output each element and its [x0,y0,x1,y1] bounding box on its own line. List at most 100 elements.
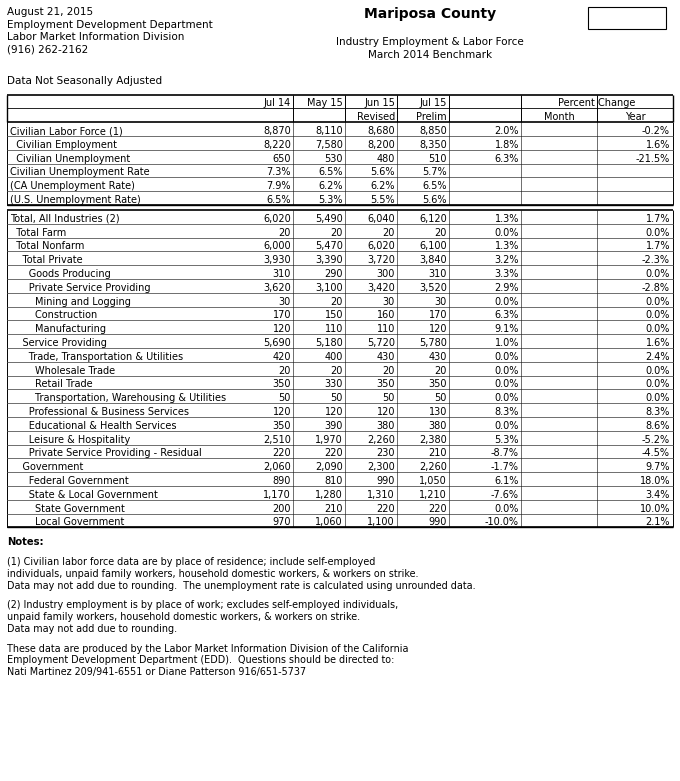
Text: 6,020: 6,020 [263,214,291,224]
Text: 220: 220 [324,448,343,458]
Text: 6,100: 6,100 [420,241,447,251]
Text: 1,310: 1,310 [367,490,395,500]
Text: 2,260: 2,260 [367,434,395,444]
Text: 20: 20 [435,366,447,376]
Text: -2.3%: -2.3% [642,255,670,266]
Text: Private Service Providing: Private Service Providing [10,283,150,293]
Text: Notes:: Notes: [7,537,44,547]
Text: Civilian Unemployment Rate: Civilian Unemployment Rate [10,167,150,177]
Text: Manufacturing: Manufacturing [10,324,106,334]
Text: 3,720: 3,720 [367,255,395,266]
Text: 210: 210 [428,448,447,458]
Text: 120: 120 [377,407,395,417]
Text: 120: 120 [273,324,291,334]
Text: Mining and Logging: Mining and Logging [10,297,131,307]
Text: 160: 160 [377,310,395,320]
Text: 0.0%: 0.0% [494,227,519,237]
Text: Jun 15: Jun 15 [364,98,395,109]
Text: 0.0%: 0.0% [494,504,519,514]
Text: Professional & Business Services: Professional & Business Services [10,407,189,417]
Text: August 21, 2015: August 21, 2015 [7,7,93,17]
Text: 8.3%: 8.3% [645,407,670,417]
Text: 5,720: 5,720 [367,338,395,348]
Text: 30: 30 [383,297,395,307]
Text: 9.1%: 9.1% [494,324,519,334]
Text: 2.1%: 2.1% [645,517,670,527]
Text: 0.0%: 0.0% [645,380,670,390]
Text: (1) Civilian labor force data are by place of residence; include self-employed: (1) Civilian labor force data are by pla… [7,558,375,567]
Text: 0.0%: 0.0% [494,297,519,307]
Text: 20: 20 [383,366,395,376]
Text: Goods Producing: Goods Producing [10,269,111,279]
Text: 1,970: 1,970 [316,434,343,444]
Text: Total Private: Total Private [10,255,83,266]
Text: 5.3%: 5.3% [494,434,519,444]
Text: 0.0%: 0.0% [645,297,670,307]
Text: 8.3%: 8.3% [494,407,519,417]
Text: Revised: Revised [357,112,395,122]
Text: 5.6%: 5.6% [422,195,447,205]
Text: Transportation, Warehousing & Utilities: Transportation, Warehousing & Utilities [10,393,226,403]
Text: 380: 380 [377,421,395,431]
Text: -21.5%: -21.5% [636,154,670,163]
Text: 5,180: 5,180 [316,338,343,348]
Text: 430: 430 [377,351,395,362]
Text: Industry Employment & Labor Force: Industry Employment & Labor Force [336,37,524,47]
Text: 6.3%: 6.3% [494,310,519,320]
Text: Service Providing: Service Providing [10,338,107,348]
Text: 0.0%: 0.0% [494,393,519,403]
Text: 350: 350 [273,421,291,431]
FancyBboxPatch shape [588,7,666,29]
Text: Leisure & Hospitality: Leisure & Hospitality [10,434,131,444]
Text: 1.3%: 1.3% [494,241,519,251]
Text: 0.0%: 0.0% [645,310,670,320]
Text: 0.0%: 0.0% [494,380,519,390]
Text: 6.5%: 6.5% [422,181,447,191]
Text: 20: 20 [383,227,395,237]
Text: 390: 390 [324,421,343,431]
Text: Retail Trade: Retail Trade [10,380,92,390]
Text: Nati Martinez 209/941-6551 or Diane Patterson 916/651-5737: Nati Martinez 209/941-6551 or Diane Patt… [7,667,306,677]
Text: 0.0%: 0.0% [645,324,670,334]
Text: 150: 150 [324,310,343,320]
Text: 120: 120 [428,324,447,334]
Text: 1.3%: 1.3% [494,214,519,224]
Text: Government: Government [10,462,84,473]
Text: Labor Market Information Division: Labor Market Information Division [7,32,184,42]
Text: 220: 220 [273,448,291,458]
Text: 10.0%: 10.0% [639,504,670,514]
Text: 380: 380 [428,421,447,431]
Text: 1,100: 1,100 [367,517,395,527]
Text: 1.8%: 1.8% [494,140,519,150]
Text: 1.7%: 1.7% [645,214,670,224]
Text: 1,280: 1,280 [316,490,343,500]
Text: 20: 20 [330,366,343,376]
Text: 5,470: 5,470 [315,241,343,251]
Text: 120: 120 [273,407,291,417]
Text: These data are produced by the Labor Market Information Division of the Californ: These data are produced by the Labor Mar… [7,644,409,654]
Text: 170: 170 [273,310,291,320]
Text: Employment Development Department: Employment Development Department [7,20,213,30]
Text: 0.0%: 0.0% [494,351,519,362]
Text: May 15: May 15 [307,98,343,109]
Text: 20: 20 [279,227,291,237]
Text: 18.0%: 18.0% [639,476,670,486]
Text: Data may not add due to rounding.: Data may not add due to rounding. [7,624,177,634]
Text: 110: 110 [377,324,395,334]
Text: Construction: Construction [10,310,97,320]
Text: 3,930: 3,930 [263,255,291,266]
Text: unpaid family workers, household domestic workers, & workers on strike.: unpaid family workers, household domesti… [7,612,360,622]
Text: 510: 510 [428,154,447,163]
Text: 6,040: 6,040 [367,214,395,224]
Text: Total Farm: Total Farm [10,227,66,237]
Text: 990: 990 [377,476,395,486]
Text: 6.3%: 6.3% [494,154,519,163]
Text: 0.0%: 0.0% [645,269,670,279]
Text: State Government: State Government [10,504,125,514]
Text: Local Government: Local Government [10,517,124,527]
Text: (2) Industry employment is by place of work; excludes self-employed individuals,: (2) Industry employment is by place of w… [7,601,398,611]
Text: 8,350: 8,350 [420,140,447,150]
Text: 6.1%: 6.1% [494,476,519,486]
Text: Civilian Unemployment: Civilian Unemployment [10,154,131,163]
Text: 20: 20 [435,227,447,237]
